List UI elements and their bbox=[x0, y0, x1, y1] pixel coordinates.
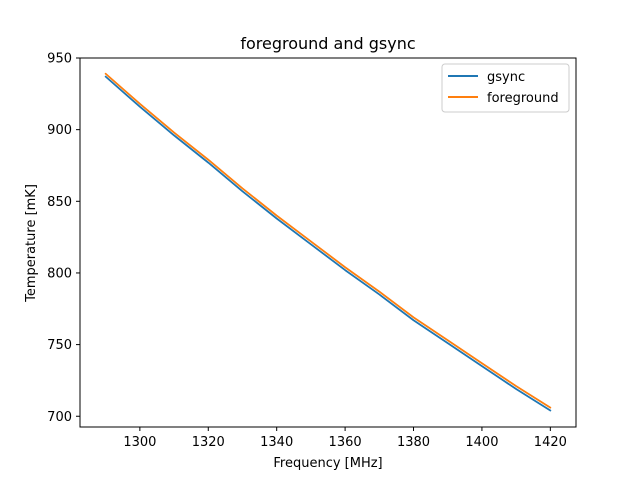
y-axis-label: Temperature [mK] bbox=[24, 184, 39, 303]
legend: gsync foreground bbox=[441, 63, 570, 113]
x-tick-label: 1340 bbox=[260, 435, 293, 450]
ticks: 1300 1320 1340 1360 1380 1400 1420 700 750 800 850… bbox=[47, 52, 567, 451]
plot-area bbox=[104, 72, 552, 412]
y-tick-label: 700 bbox=[47, 410, 72, 425]
legend-label-gsync: gsync bbox=[487, 70, 525, 85]
y-tick-label: 750 bbox=[47, 338, 72, 353]
series-line-foreground bbox=[104, 72, 552, 409]
legend-label-foreground: foreground bbox=[487, 91, 559, 106]
x-tick-label: 1380 bbox=[397, 435, 430, 450]
x-tick-label: 1320 bbox=[192, 435, 225, 450]
series-line-gsync bbox=[104, 75, 552, 412]
x-tick-label: 1420 bbox=[534, 435, 567, 450]
x-tick-label: 1400 bbox=[465, 435, 498, 450]
y-tick-label: 850 bbox=[47, 195, 72, 210]
chart-title: foreground and gsync bbox=[240, 34, 415, 53]
axes-frame bbox=[79, 57, 577, 428]
y-tick-label: 950 bbox=[47, 52, 72, 67]
y-tick-label: 800 bbox=[47, 266, 72, 281]
y-tick-label: 900 bbox=[47, 123, 72, 138]
x-tick-label: 1360 bbox=[329, 435, 362, 450]
x-tick-label: 1300 bbox=[123, 435, 156, 450]
x-axis-label: Frequency [MHz] bbox=[273, 456, 382, 471]
